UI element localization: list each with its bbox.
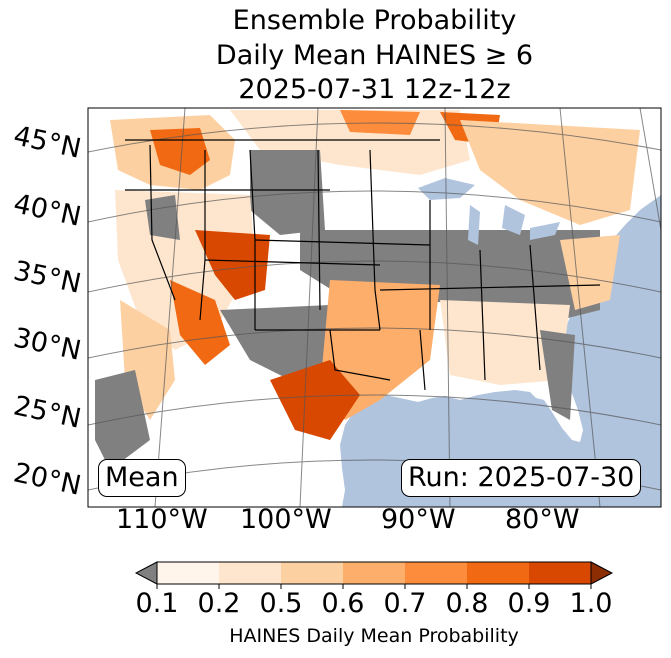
colorbar-under-triangle [134, 561, 158, 585]
colorbar-title: HAINES Daily Mean Probability [229, 625, 519, 647]
map-frame [87, 107, 662, 508]
statistic-label: Mean [98, 459, 186, 497]
colorbar-cell [343, 562, 406, 584]
lon-label-100: 100°W [240, 504, 332, 535]
colorbar-over-triangle [590, 561, 614, 585]
colorbar-tick-label: 0.6 [321, 588, 365, 619]
colorbar-cell [467, 562, 530, 584]
colorbar-tick-label: 0.1 [135, 588, 179, 619]
graticule [88, 108, 661, 507]
lon-label-80: 80°W [505, 504, 580, 535]
colorbar-cell [405, 562, 468, 584]
colorbar-tick-label: 0.9 [507, 588, 551, 619]
colorbar-cell [219, 562, 282, 584]
colorbar-tick-label: 0.8 [445, 588, 489, 619]
lon-label-90: 90°W [381, 504, 456, 535]
colorbar-tick-label: 0.2 [197, 588, 241, 619]
colorbar-cell [529, 562, 592, 584]
lon-label-110: 110°W [116, 504, 208, 535]
run-date-label: Run: 2025-07-30 [401, 459, 642, 497]
probability-shading [95, 110, 640, 470]
title-line-2: Daily Mean HAINES ≥ 6 [215, 40, 534, 71]
colorbar [134, 561, 614, 589]
title-line-1: Ensemble Probability [232, 5, 517, 36]
colorbar-tick-label: 1.0 [569, 588, 613, 619]
colorbar-cell [281, 562, 344, 584]
colorbar-tick-label: 0.7 [383, 588, 427, 619]
colorbar-tick-label: 0.5 [259, 588, 303, 619]
state-borders [125, 139, 601, 391]
title-line-3: 2025-07-31 12z-12z [238, 74, 511, 105]
colorbar-cell [157, 562, 220, 584]
